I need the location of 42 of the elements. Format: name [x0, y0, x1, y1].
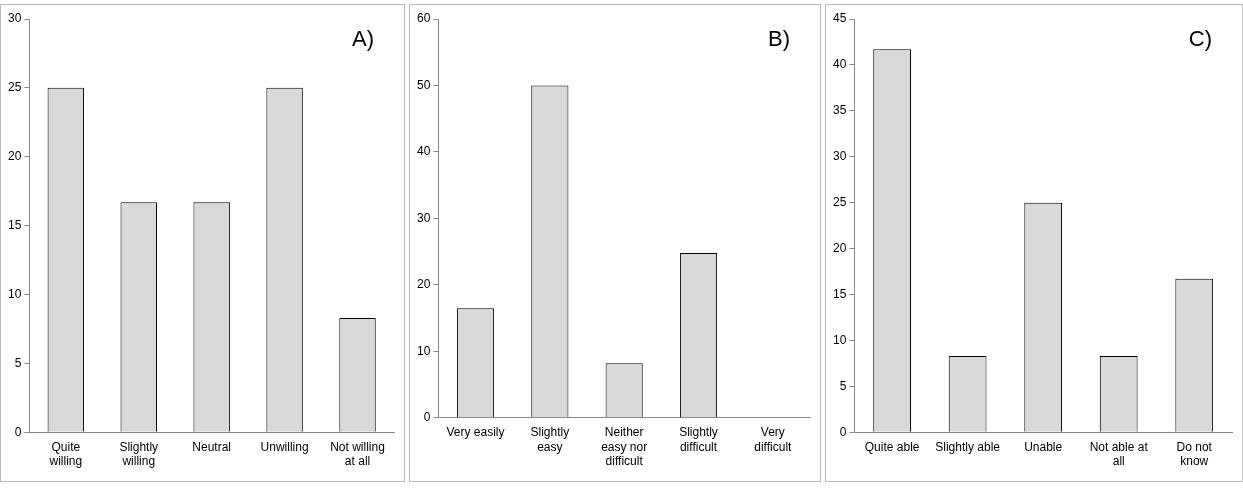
- annotation: A): [352, 26, 374, 52]
- x-tick-label: Slightly easy: [530, 425, 570, 454]
- y-tick-label: 20: [416, 277, 431, 292]
- x-tick-label: Unwilling: [260, 439, 309, 454]
- x-tick-label: Not willing at all: [330, 439, 385, 469]
- y-tick-label: 40: [832, 57, 847, 72]
- y-tick-label: 20: [832, 240, 847, 255]
- y-tick-label: 35: [832, 103, 847, 118]
- y-tick-label: 15: [832, 286, 847, 301]
- y-tick-label: 25: [7, 80, 22, 95]
- y-tick-label: 30: [832, 149, 847, 164]
- y-tick-label: 15: [7, 217, 22, 232]
- y-tick-label: 5: [839, 378, 847, 393]
- x-tick-label: Neutral: [192, 439, 232, 454]
- y-tick-label: 45: [832, 11, 847, 26]
- x-tick-label: Do not know: [1176, 439, 1213, 469]
- y-tick-label: 10: [7, 286, 22, 301]
- y-tick-label: 5: [14, 355, 22, 370]
- y-tick-label: 25: [832, 194, 847, 209]
- annotation: C): [1188, 26, 1212, 52]
- x-tick-label: Neither easy nor difficult: [601, 425, 648, 469]
- x-tick-label: Very easily: [446, 425, 505, 440]
- y-tick-label: 20: [7, 149, 22, 164]
- y-tick-label: 10: [832, 332, 847, 347]
- y-tick-label: 0: [423, 410, 431, 425]
- y-tick-label: 0: [839, 424, 847, 439]
- y-tick-label: 10: [416, 343, 431, 358]
- y-tick-label: 30: [416, 210, 431, 225]
- y-tick-label: 60: [416, 11, 431, 26]
- y-tick-label: 0: [14, 424, 22, 439]
- y-tick-label: 50: [416, 77, 431, 92]
- x-tick-label: Not able at all: [1089, 439, 1149, 469]
- y-tick-label: 40: [416, 144, 431, 159]
- x-tick-label: Slightly willing: [119, 439, 159, 469]
- x-tick-label: Quite able: [864, 439, 920, 454]
- x-tick-label: Slightly difficult: [679, 425, 718, 454]
- x-tick-label: Slightly able: [935, 439, 1001, 454]
- annotation: B): [768, 26, 790, 52]
- y-tick-label: 30: [7, 11, 22, 26]
- x-tick-label: Quite willing: [48, 439, 83, 469]
- x-tick-label: Very difficult: [754, 425, 793, 454]
- x-tick-label: Unable: [1024, 439, 1063, 454]
